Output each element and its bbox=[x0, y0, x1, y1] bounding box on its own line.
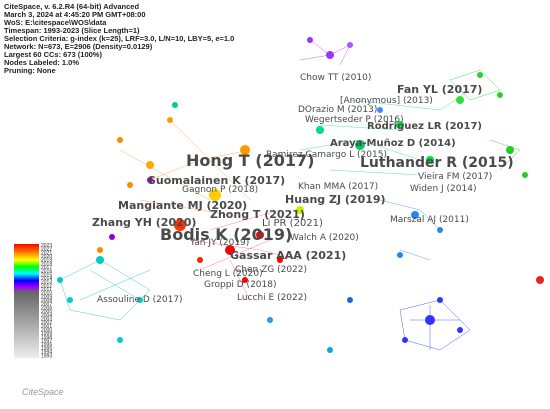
legend-year: 1998 bbox=[41, 335, 52, 341]
header-line: March 3, 2024 at 4:45:20 PM GMT+08:00 bbox=[4, 10, 146, 19]
header-line: Selection Criteria: g-index (k=25), LRF=… bbox=[4, 34, 234, 43]
node-label: Vieira FM (2017) bbox=[418, 172, 492, 182]
legend-year: 1993 bbox=[41, 353, 52, 359]
node-label: Widen J (2014) bbox=[410, 184, 476, 194]
node-label: Walch A (2020) bbox=[290, 233, 359, 243]
legend-year: 2017 bbox=[41, 265, 52, 271]
header-line: Largest 60 CCs: 673 (100%) bbox=[4, 50, 102, 59]
node-label: Li PR (2021) bbox=[262, 218, 323, 229]
node-label: Gassar AAA (2021) bbox=[230, 249, 346, 262]
node-label: Khan MMA (2017) bbox=[298, 182, 378, 192]
legend-year: 2004 bbox=[41, 313, 52, 319]
node-label: Marszal AJ (2011) bbox=[390, 215, 469, 225]
legend-year: 2006 bbox=[41, 305, 52, 311]
node-label: Groppi D (2018) bbox=[204, 280, 277, 290]
node-label: Zhong T (2021) bbox=[210, 208, 305, 221]
legend-year: 2005 bbox=[41, 309, 52, 315]
node-label: Gagnon P (2018) bbox=[182, 185, 258, 195]
node-label: Assouline D (2017) bbox=[97, 295, 183, 305]
legend-year: 2014 bbox=[41, 276, 52, 282]
node-labels: Chow TT (2010) Fan YL (2017) [Anonymous]… bbox=[92, 73, 514, 305]
legend-year: 2007 bbox=[41, 302, 52, 308]
node-label: Chow TT (2010) bbox=[300, 73, 371, 83]
node-label: Rodriguez LR (2017) bbox=[367, 121, 482, 132]
node-label: Luthander R (2015) bbox=[360, 155, 514, 171]
node-label: Lucchi E (2022) bbox=[237, 293, 307, 303]
node-label: Chen ZG (2022) bbox=[235, 265, 307, 275]
legend-year: 2013 bbox=[41, 280, 52, 286]
node-label: Yan JY (2019) bbox=[189, 238, 249, 248]
node-label: DOrazio M (2013) bbox=[298, 105, 377, 115]
node-label: [Anonymous] (2013) bbox=[340, 96, 433, 106]
node-label: Suomalainen K (2017) bbox=[148, 174, 285, 187]
node-label: Bodis K (2019) bbox=[160, 225, 292, 244]
node-label: Mangiante MJ (2020) bbox=[118, 199, 247, 212]
header-line: CiteSpace, v. 6.2.R4 (64-bit) Advanced bbox=[4, 2, 139, 11]
legend-year: 2008 bbox=[41, 298, 52, 304]
header-line: Network: N=673, E=2906 (Density=0.0129) bbox=[4, 42, 153, 51]
node-label: Huang ZJ (2019) bbox=[285, 193, 386, 206]
legend-year: 2015 bbox=[41, 272, 52, 278]
legend-year: 1996 bbox=[41, 342, 52, 348]
legend-year: 2019 bbox=[41, 258, 52, 264]
legend: 2023202220212020201920182017201620152014… bbox=[41, 243, 52, 359]
legend-year: 2021 bbox=[41, 250, 52, 256]
legend-year: 1999 bbox=[41, 331, 52, 337]
legend-year: 2002 bbox=[41, 320, 52, 326]
legend-year: 1994 bbox=[41, 350, 52, 356]
legend-year: 1995 bbox=[41, 346, 52, 352]
node-label: Cheng L (2020) bbox=[193, 269, 263, 279]
legend-year: 2001 bbox=[41, 324, 52, 330]
legend-year: 2000 bbox=[41, 328, 52, 334]
legend-year: 2012 bbox=[41, 283, 52, 289]
header-line: Timespan: 1993-2023 (Slice Length=1) bbox=[4, 26, 140, 35]
legend-year: 2023 bbox=[41, 243, 52, 249]
legend-year: 2020 bbox=[41, 254, 52, 260]
legend-year: 2016 bbox=[41, 269, 52, 275]
legend-year: 2009 bbox=[41, 294, 52, 300]
node-label: Hong T (2017) bbox=[186, 151, 314, 170]
node-label: Fan YL (2017) bbox=[397, 83, 482, 96]
header: CiteSpace, v. 6.2.R4 (64-bit) Advanced M… bbox=[4, 2, 234, 75]
node-label: Araya-Muñoz D (2014) bbox=[330, 138, 456, 149]
legend-year: 2003 bbox=[41, 316, 52, 322]
nodes-decor bbox=[57, 37, 544, 353]
legend-year: 2022 bbox=[41, 247, 52, 253]
legend-year: 2011 bbox=[41, 287, 52, 293]
legend-year: 1997 bbox=[41, 339, 52, 345]
header-line: Nodes Labeled: 1.0% bbox=[4, 58, 79, 67]
node-label: Ramirez Camargo L (2015) bbox=[266, 150, 387, 160]
legend-bar bbox=[14, 244, 39, 358]
header-line: WoS: E:\citespace\WOS\data bbox=[4, 18, 107, 27]
legend-year: 2010 bbox=[41, 291, 52, 297]
legend-year: 2018 bbox=[41, 261, 52, 267]
edges bbox=[59, 39, 521, 351]
node-label: Zhang YH (2020) bbox=[92, 216, 196, 229]
header-line: Pruning: None bbox=[4, 66, 56, 75]
logo: CiteSpace bbox=[22, 387, 64, 397]
node-label: Wegertseder P (2016) bbox=[305, 115, 404, 125]
